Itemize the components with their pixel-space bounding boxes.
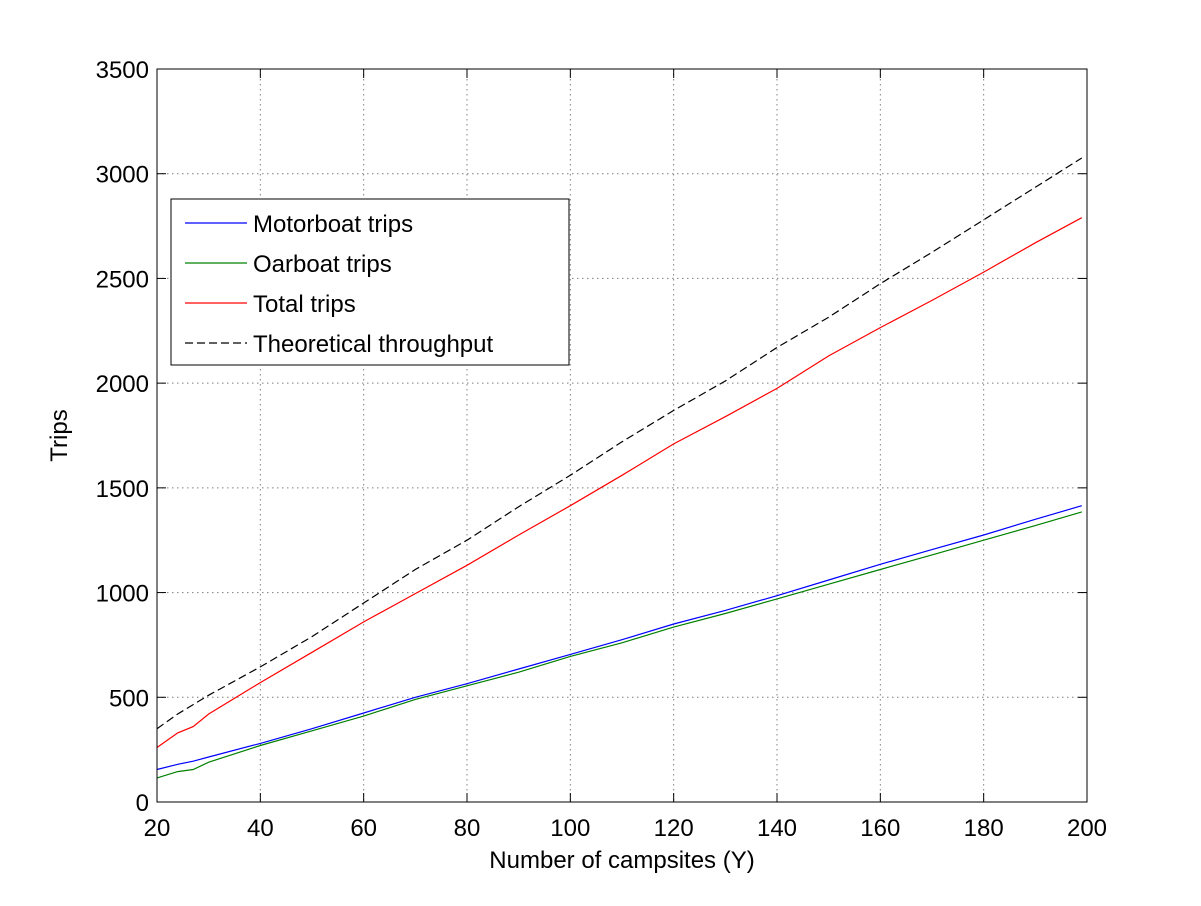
y-tick-label: 3500 — [96, 57, 149, 84]
legend-label: Total trips — [253, 291, 356, 318]
series-line-total-trips — [156, 217, 1083, 748]
y-tick-label: 2000 — [96, 371, 149, 398]
x-tick-label: 160 — [860, 815, 900, 842]
x-tick-label: 200 — [1067, 815, 1107, 842]
x-tick-label: 60 — [350, 815, 377, 842]
y-tick-label: 500 — [109, 685, 149, 712]
series-line-theoretical-throughput — [156, 157, 1083, 730]
series-line-motorboat-trips — [156, 505, 1082, 771]
y-tick-label: 0 — [136, 790, 149, 817]
x-tick-label: 80 — [454, 815, 481, 842]
x-tick-label: 120 — [654, 815, 694, 842]
series-line-oarboat-trips — [156, 511, 1082, 779]
x-tick-label: 140 — [757, 815, 797, 842]
legend-label: Oarboat trips — [253, 251, 392, 278]
y-axis-label: Trips — [46, 409, 73, 461]
y-tick-label: 1500 — [96, 476, 149, 503]
y-tick-label: 1000 — [96, 581, 149, 608]
legend-label: Motorboat trips — [253, 211, 413, 238]
x-tick-label: 20 — [144, 815, 171, 842]
x-tick-label: 180 — [964, 815, 1004, 842]
y-tick-label: 3000 — [96, 162, 149, 189]
axis-ticks: 20 40 60 80 100 120 140 160 180 20005001000150020… — [96, 57, 1107, 842]
series-lines — [156, 157, 1083, 779]
y-tick-label: 2500 — [96, 266, 149, 293]
x-tick-label: 100 — [550, 815, 590, 842]
x-tick-label: 40 — [247, 815, 274, 842]
plot-frame — [156, 68, 1088, 803]
grid — [157, 69, 1087, 802]
legend-label: Theoretical throughput — [253, 331, 493, 358]
legend-box — [170, 198, 570, 366]
legend: Motorboat trips Oarboat trips Total trips T… — [170, 198, 570, 366]
x-axis-label: Number of campsites (Y) — [489, 847, 754, 874]
legend-items: Motorboat trips Oarboat trips Total trips T… — [185, 211, 493, 358]
